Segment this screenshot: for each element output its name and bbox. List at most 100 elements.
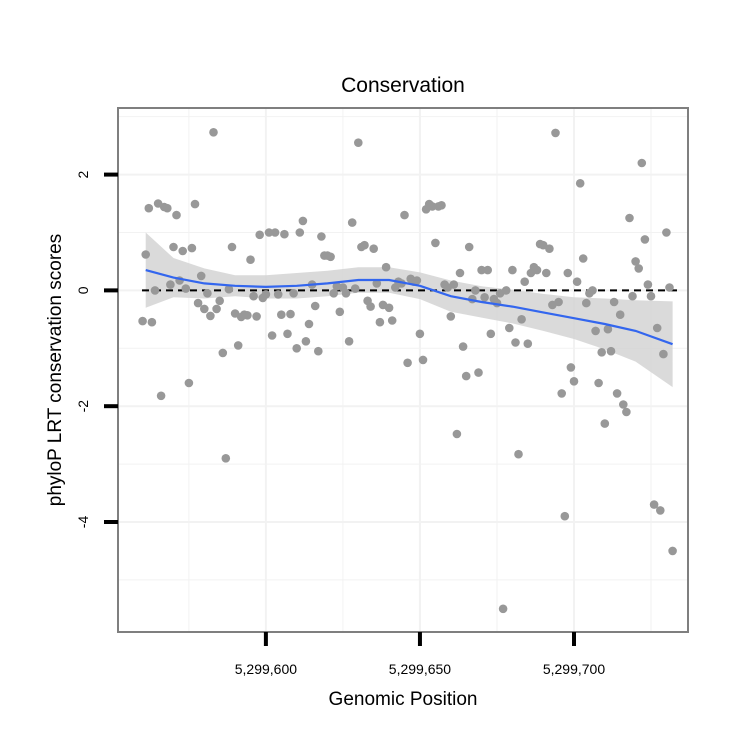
data-point xyxy=(486,329,496,339)
data-point xyxy=(483,265,493,275)
data-point xyxy=(480,293,489,302)
data-point xyxy=(566,363,576,372)
data-point xyxy=(209,128,218,137)
data-point xyxy=(474,368,483,377)
data-point xyxy=(187,243,197,253)
data-point xyxy=(369,244,379,253)
smooth-trend-line xyxy=(145,269,673,346)
data-point xyxy=(471,286,480,295)
data-point xyxy=(252,312,261,321)
data-point xyxy=(572,277,582,287)
data-point xyxy=(350,284,360,293)
data-point xyxy=(628,291,637,301)
data-point xyxy=(277,310,286,320)
y-tick-label: -2 xyxy=(75,400,91,413)
data-point xyxy=(341,289,351,298)
data-point xyxy=(578,254,588,263)
data-point xyxy=(461,371,471,381)
data-point xyxy=(267,331,277,340)
data-point xyxy=(381,262,391,272)
data-point xyxy=(637,158,647,168)
data-point xyxy=(212,304,221,314)
data-point xyxy=(335,307,345,317)
data-point xyxy=(557,389,566,398)
data-point xyxy=(366,302,375,311)
data-point xyxy=(292,344,302,353)
data-point xyxy=(532,265,542,275)
data-point xyxy=(520,277,529,287)
data-point xyxy=(144,203,154,213)
data-point xyxy=(166,280,175,289)
plot-panel xyxy=(117,107,689,633)
data-point xyxy=(218,348,228,358)
data-point xyxy=(612,389,622,398)
data-point xyxy=(141,250,150,259)
data-point xyxy=(298,216,308,226)
data-point xyxy=(289,289,298,298)
data-point xyxy=(652,323,662,333)
chart-title: Conservation xyxy=(341,74,465,97)
data-point xyxy=(169,242,178,252)
data-point xyxy=(178,246,187,256)
data-point xyxy=(615,310,625,320)
x-tick-label: 5,299,600 xyxy=(235,661,297,677)
data-point xyxy=(206,311,215,321)
panel-background xyxy=(118,108,688,632)
data-point xyxy=(517,315,526,324)
data-point xyxy=(249,291,258,301)
confidence-band-layer xyxy=(145,232,673,388)
data-point xyxy=(609,297,619,307)
data-point xyxy=(221,454,231,463)
data-point xyxy=(147,317,157,327)
data-point xyxy=(545,244,554,253)
data-point xyxy=(662,228,671,237)
data-point xyxy=(622,407,631,417)
data-point xyxy=(400,210,409,220)
data-point xyxy=(668,546,677,556)
data-point xyxy=(643,280,653,289)
data-point xyxy=(418,355,428,365)
data-point xyxy=(270,228,280,237)
data-point xyxy=(304,319,314,329)
data-point xyxy=(283,329,292,339)
y-tick-label: 2 xyxy=(75,170,91,178)
data-point xyxy=(582,298,591,308)
data-point xyxy=(437,201,446,210)
data-point xyxy=(224,284,234,294)
data-point xyxy=(301,337,311,346)
data-point xyxy=(273,290,283,299)
data-point xyxy=(640,235,650,244)
data-point xyxy=(659,349,668,359)
points-layer xyxy=(138,128,677,614)
data-point xyxy=(563,268,573,278)
data-point xyxy=(511,338,520,347)
data-point xyxy=(415,329,425,339)
data-point xyxy=(227,242,237,252)
data-point xyxy=(193,298,203,308)
data-point xyxy=(354,138,363,147)
data-point xyxy=(246,255,255,264)
data-point xyxy=(569,377,579,386)
data-point xyxy=(156,391,166,401)
data-point xyxy=(255,230,264,240)
data-point xyxy=(384,303,394,313)
data-point xyxy=(310,301,320,311)
data-point xyxy=(523,339,533,349)
data-point xyxy=(646,291,656,301)
data-point xyxy=(505,323,514,333)
data-point xyxy=(458,342,468,351)
data-point xyxy=(656,506,665,515)
data-point xyxy=(588,286,597,295)
data-point xyxy=(594,378,603,388)
data-point xyxy=(542,268,551,278)
data-point xyxy=(326,252,335,262)
data-point xyxy=(317,232,326,241)
data-point xyxy=(172,210,181,220)
data-point xyxy=(446,312,456,321)
data-point xyxy=(264,228,274,237)
data-point xyxy=(464,242,474,252)
data-point xyxy=(314,346,323,356)
data-point xyxy=(280,229,289,239)
